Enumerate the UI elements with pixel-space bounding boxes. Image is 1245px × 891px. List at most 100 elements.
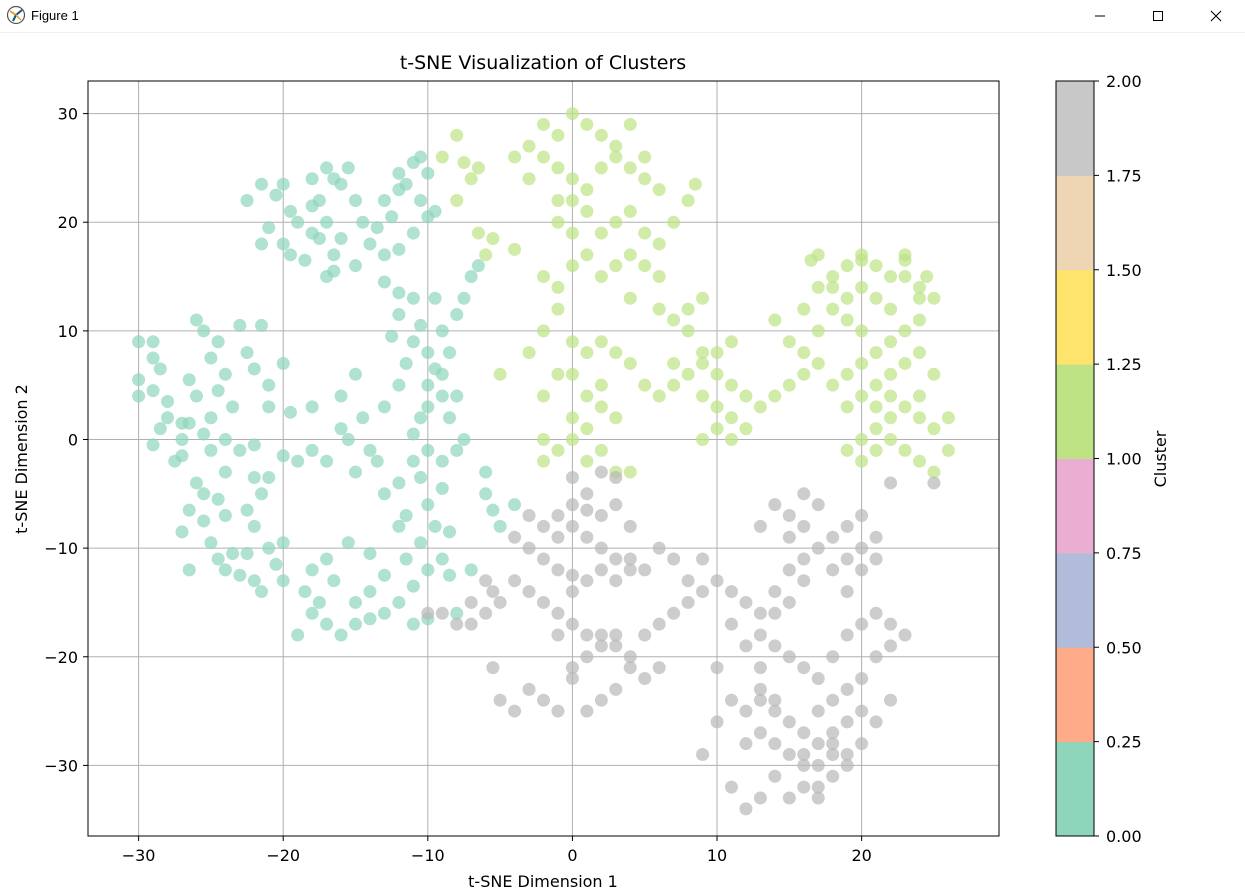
scatter-point bbox=[327, 172, 341, 186]
scatter-point bbox=[291, 454, 305, 468]
scatter-point bbox=[291, 628, 305, 642]
scatter-point bbox=[768, 704, 782, 718]
scatter-point bbox=[211, 492, 225, 506]
scatter-point bbox=[609, 471, 623, 485]
scatter-point bbox=[826, 280, 840, 294]
scatter-point bbox=[255, 487, 269, 501]
scatter-point bbox=[240, 503, 254, 517]
scatter-point bbox=[580, 117, 594, 131]
colorbar-tick-label: 1.00 bbox=[1106, 450, 1142, 469]
scatter-point bbox=[457, 432, 471, 446]
scatter-point bbox=[724, 432, 738, 446]
scatter-point bbox=[840, 585, 854, 599]
scatter-point bbox=[283, 405, 297, 419]
scatter-point bbox=[414, 536, 428, 550]
scatter-point bbox=[811, 780, 825, 794]
colorbar-band bbox=[1056, 741, 1094, 837]
scatter-point bbox=[580, 650, 594, 664]
scatter-point bbox=[652, 302, 666, 316]
scatter-point bbox=[450, 443, 464, 457]
maximize-button[interactable] bbox=[1129, 0, 1187, 32]
scatter-point bbox=[884, 617, 898, 631]
scatter-point bbox=[869, 422, 883, 436]
colorbar-band bbox=[1056, 81, 1094, 176]
scatter-point bbox=[464, 563, 478, 577]
scatter-point bbox=[537, 519, 550, 533]
scatter-point bbox=[811, 248, 825, 262]
scatter-point bbox=[768, 313, 782, 327]
scatter-point bbox=[428, 519, 442, 533]
scatter-point bbox=[450, 128, 464, 142]
scatter-point bbox=[782, 715, 796, 729]
scatter-point bbox=[276, 356, 290, 370]
scatter-point bbox=[443, 346, 457, 360]
scatter-point bbox=[406, 335, 420, 349]
scatter-point bbox=[855, 704, 869, 718]
scatter-point bbox=[262, 378, 276, 392]
scatter-point bbox=[623, 552, 637, 566]
scatter-point bbox=[551, 215, 565, 229]
scatter-point bbox=[421, 346, 435, 360]
scatter-point bbox=[811, 324, 825, 338]
scatter-point bbox=[211, 335, 225, 349]
scatter-point bbox=[724, 335, 738, 349]
scatter-point bbox=[414, 150, 428, 164]
scatter-point bbox=[522, 509, 536, 523]
scatter-point bbox=[262, 541, 276, 555]
scatter-point bbox=[226, 400, 240, 414]
scatter-point bbox=[811, 356, 825, 370]
scatter-point bbox=[609, 498, 623, 512]
scatter-point bbox=[233, 443, 247, 457]
scatter-point bbox=[218, 367, 232, 381]
scatter-point bbox=[898, 443, 912, 457]
scatter-point bbox=[421, 378, 435, 392]
scatter-point bbox=[175, 525, 189, 539]
scatter-point bbox=[457, 155, 471, 169]
cluster-0-points bbox=[132, 150, 522, 642]
scatter-point bbox=[341, 161, 355, 175]
scatter-point bbox=[623, 563, 637, 577]
scatter-point bbox=[522, 172, 536, 186]
scatter-point bbox=[710, 346, 724, 360]
scatter-point bbox=[580, 422, 594, 436]
scatter-point bbox=[811, 498, 825, 512]
scatter-point bbox=[782, 335, 796, 349]
scatter-point bbox=[609, 139, 623, 153]
scatter-point bbox=[594, 509, 608, 523]
y-tick-label: −10 bbox=[44, 539, 78, 558]
close-button[interactable] bbox=[1187, 0, 1245, 32]
scatter-point bbox=[724, 411, 738, 425]
maximize-icon bbox=[1153, 11, 1163, 21]
scatter-point bbox=[884, 302, 898, 316]
scatter-point bbox=[696, 356, 710, 370]
scatter-point bbox=[609, 346, 623, 360]
scatter-point bbox=[724, 378, 738, 392]
scatter-point bbox=[392, 476, 406, 490]
scatter-point bbox=[508, 498, 522, 512]
scatter-point bbox=[175, 432, 189, 446]
scatter-point bbox=[551, 443, 565, 457]
scatter-point bbox=[565, 107, 579, 121]
scatter-point bbox=[132, 389, 146, 403]
scatter-point bbox=[399, 177, 413, 191]
scatter-point bbox=[696, 585, 710, 599]
scatter-point bbox=[363, 612, 377, 626]
scatter-point bbox=[479, 606, 493, 620]
scatter-point bbox=[826, 530, 840, 544]
scatter-point bbox=[927, 476, 941, 490]
scatter-point bbox=[826, 378, 840, 392]
scatter-point bbox=[739, 389, 753, 403]
scatter-point bbox=[182, 373, 196, 387]
scatter-point bbox=[421, 443, 435, 457]
scatter-point bbox=[392, 242, 406, 256]
scatter-point bbox=[912, 313, 926, 327]
scatter-point bbox=[898, 253, 912, 267]
scatter-point bbox=[623, 291, 637, 305]
window-title: Figure 1 bbox=[31, 8, 79, 23]
scatter-point bbox=[356, 215, 370, 229]
scatter-point bbox=[493, 693, 507, 707]
scatter-point bbox=[739, 595, 753, 609]
minimize-button[interactable] bbox=[1071, 0, 1129, 32]
scatter-point bbox=[262, 471, 276, 485]
scatter-point bbox=[276, 574, 290, 588]
